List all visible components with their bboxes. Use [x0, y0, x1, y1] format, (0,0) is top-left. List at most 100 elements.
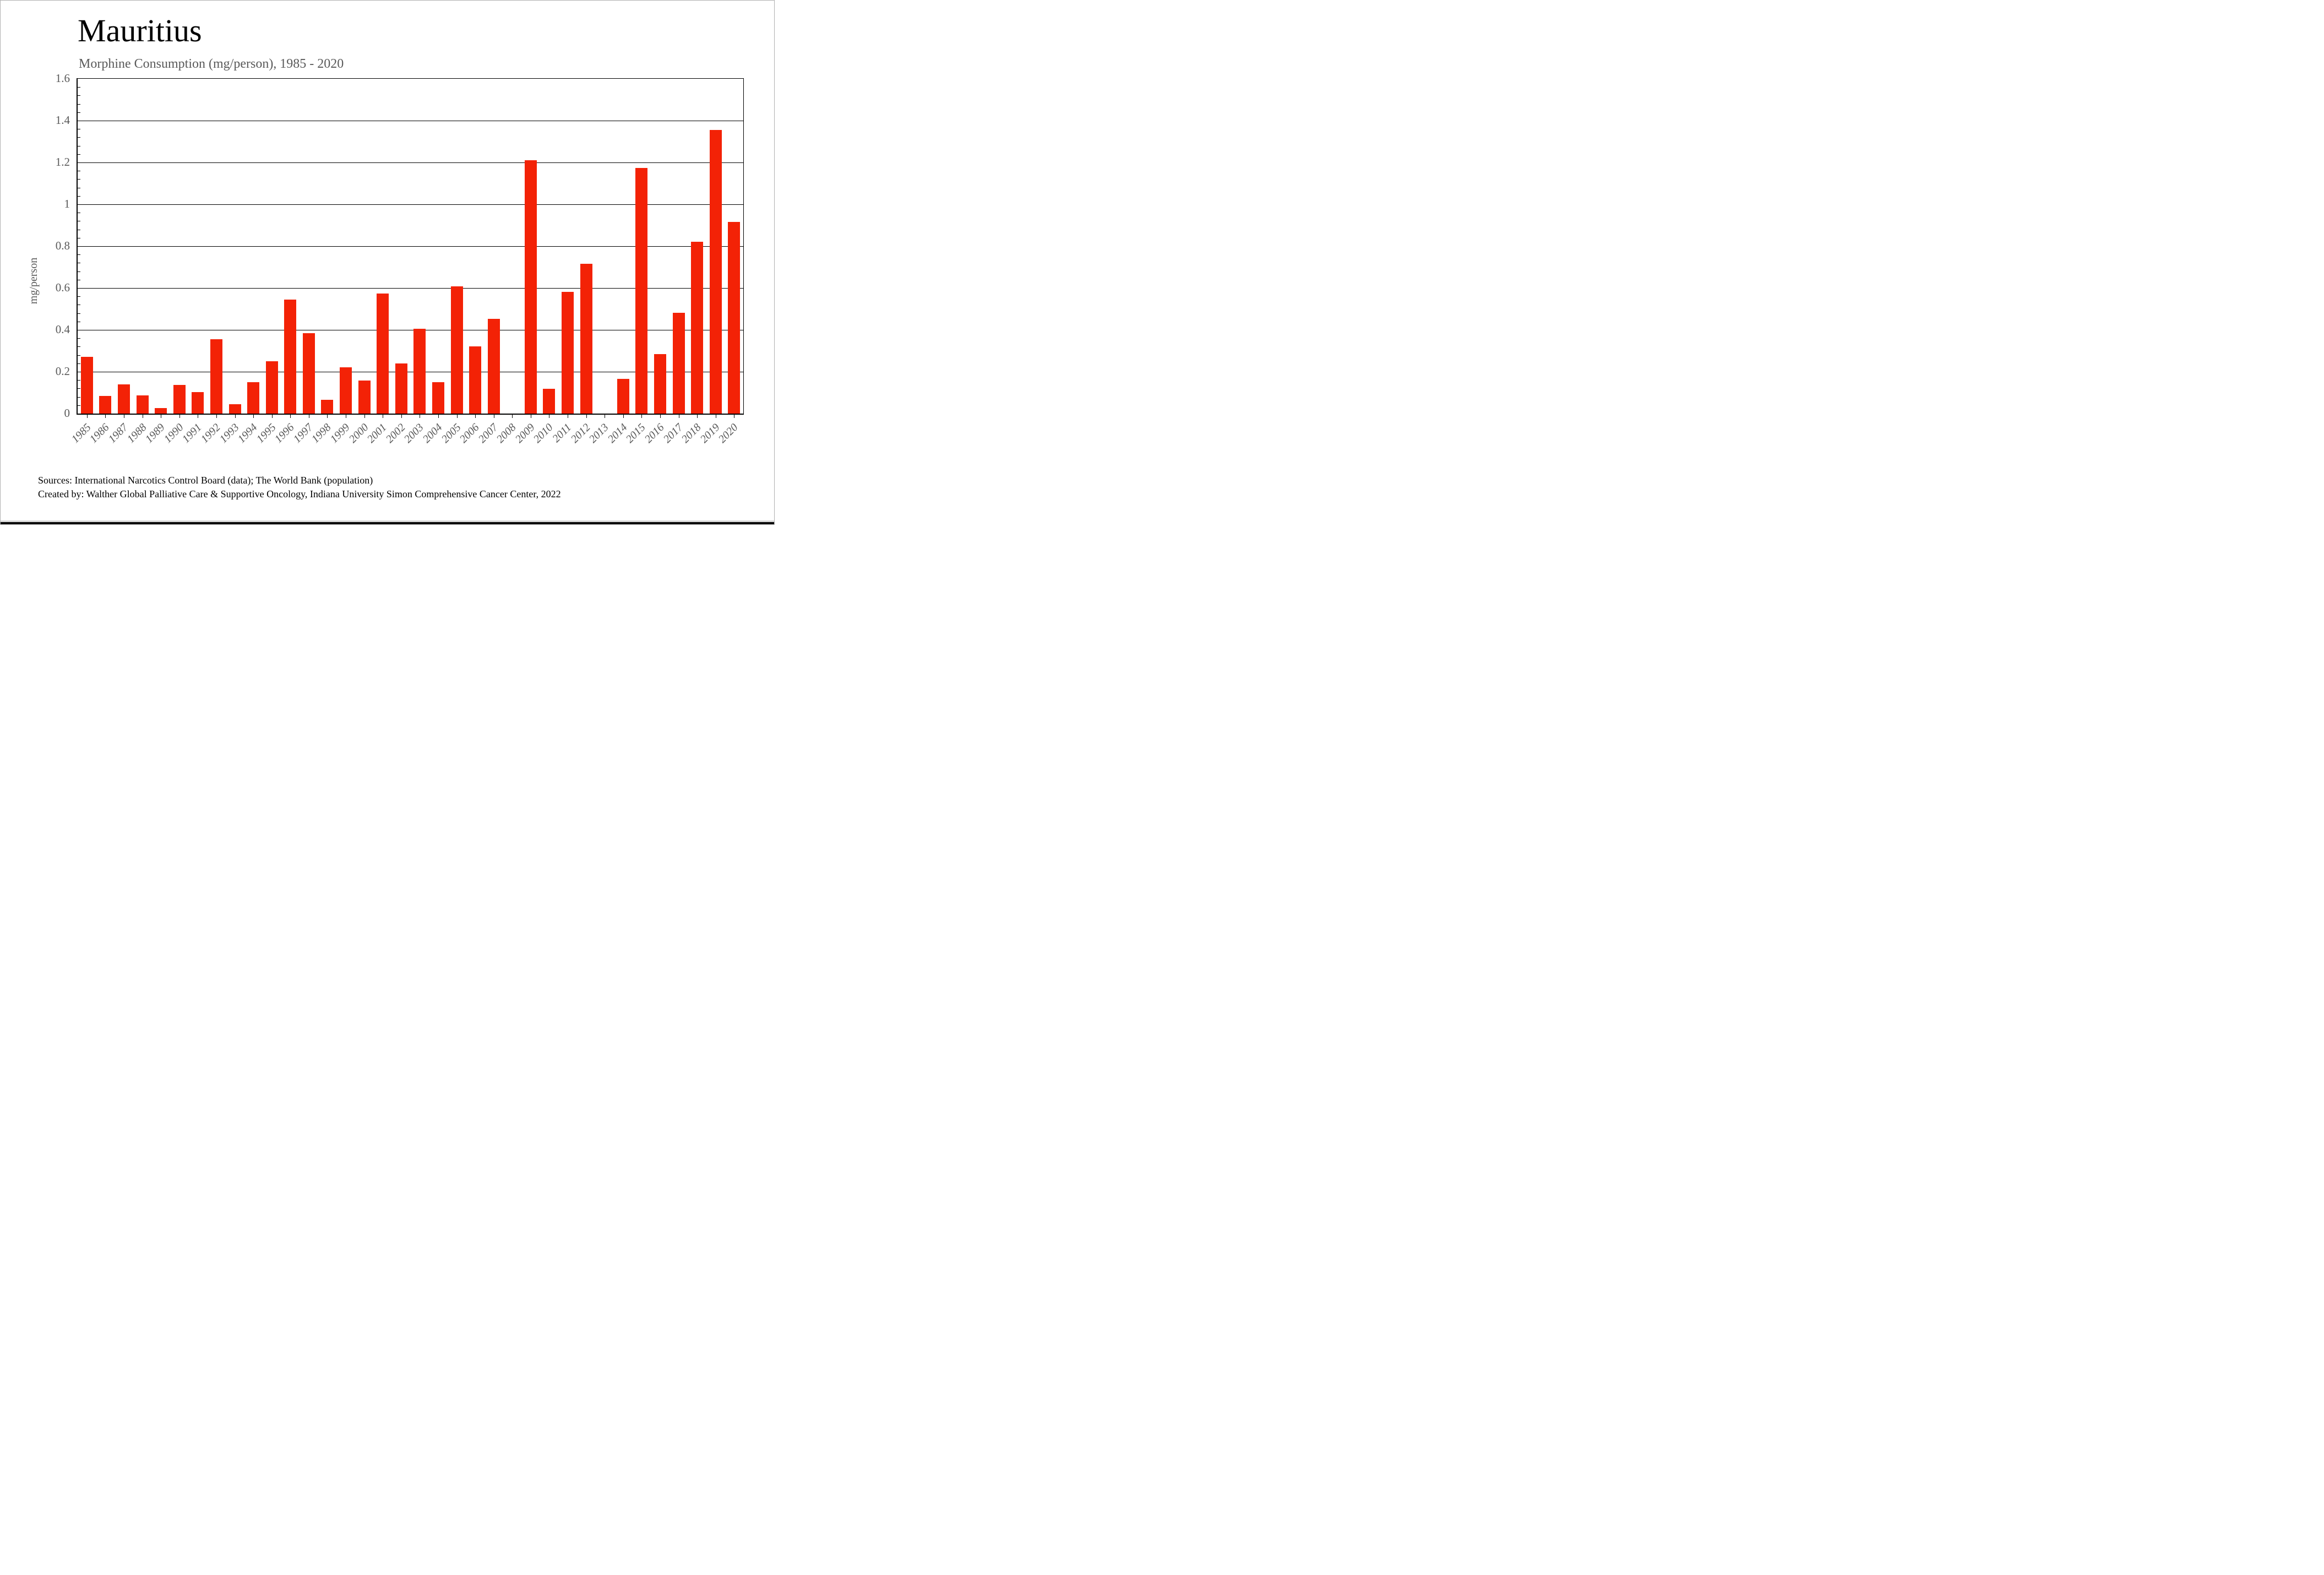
y-tick-label: 1.4 [55, 113, 70, 127]
bar-2009 [524, 160, 537, 414]
x-tick-label: 1989 [143, 421, 167, 446]
x-tick-label: 2016 [642, 421, 667, 446]
bar-2007 [487, 318, 500, 414]
x-tick-label: 1999 [328, 421, 352, 446]
x-tick [456, 414, 458, 418]
x-tick [364, 414, 365, 418]
y-minor-tick [78, 346, 80, 347]
x-tick-label: 1992 [198, 421, 223, 446]
x-tick-label: 2018 [679, 421, 704, 446]
bar-1991 [192, 392, 204, 414]
bar-2002 [395, 363, 407, 414]
x-tick [438, 414, 439, 418]
x-tick [660, 414, 661, 418]
x-tick [235, 414, 236, 418]
y-minor-tick [78, 355, 80, 356]
y-minor-tick [78, 397, 80, 398]
bar-2010 [543, 389, 556, 414]
y-minor-tick [78, 254, 80, 256]
y-tick-label: 0.6 [55, 281, 70, 294]
bar-2014 [617, 378, 629, 414]
x-tick-label: 1994 [235, 421, 260, 446]
x-tick [327, 414, 328, 418]
bar-2016 [654, 354, 666, 414]
bar-1985 [80, 357, 93, 414]
bottom-black-bar [1, 522, 774, 524]
x-tick [290, 414, 291, 418]
x-tick-label: 2004 [420, 421, 445, 446]
plot-area [77, 78, 744, 415]
bar-1998 [321, 399, 334, 414]
y-tick-label: 0 [64, 406, 70, 420]
bar-2020 [728, 222, 741, 414]
y-tick-label: 1 [64, 197, 70, 210]
y-minor-tick [78, 154, 80, 155]
footer-credit: Created by: Walther Global Palliative Ca… [38, 488, 561, 499]
x-tick [253, 414, 254, 418]
page-title: Mauritius [78, 13, 202, 48]
bar-1995 [265, 361, 278, 414]
x-tick [697, 414, 698, 418]
y-minor-tick [78, 195, 80, 197]
gridline [78, 246, 743, 247]
y-minor-tick [78, 380, 80, 381]
bar-2003 [413, 329, 426, 414]
bar-1996 [284, 299, 297, 414]
y-tick-label: 0.4 [55, 323, 70, 336]
x-tick [401, 414, 402, 418]
bar-1988 [136, 395, 149, 414]
bar-2015 [635, 167, 648, 414]
y-minor-tick [78, 104, 80, 105]
gridline [78, 162, 743, 163]
y-tick-label: 1.6 [55, 72, 70, 85]
footer-sources: Sources: International Narcotics Control… [38, 475, 373, 486]
bar-2006 [469, 346, 481, 414]
x-tick-label: 2006 [457, 421, 482, 446]
y-minor-tick [78, 95, 80, 96]
x-tick-label: 2001 [364, 421, 389, 446]
x-tick [216, 414, 217, 418]
bar-2011 [562, 291, 574, 414]
x-tick [105, 414, 106, 418]
x-tick-label: 2011 [550, 421, 574, 445]
y-tick-label: 0.2 [55, 365, 70, 378]
x-tick [512, 414, 513, 418]
x-tick [586, 414, 587, 418]
y-minor-tick [78, 405, 80, 406]
chart-subtitle: Morphine Consumption (mg/person), 1985 -… [79, 57, 344, 71]
y-minor-tick [78, 313, 80, 314]
y-minor-tick [78, 112, 80, 113]
bar-1990 [173, 384, 186, 414]
bar-2001 [377, 293, 389, 414]
bar-1987 [118, 384, 130, 414]
x-tick [623, 414, 624, 418]
y-minor-tick [78, 137, 80, 138]
bar-1992 [210, 339, 222, 414]
x-tick-label: 2013 [586, 421, 611, 446]
bar-2000 [358, 380, 371, 414]
x-tick [475, 414, 476, 418]
bar-1997 [302, 333, 315, 414]
bar-2019 [709, 130, 722, 414]
bar-1986 [99, 395, 112, 414]
x-tick [179, 414, 180, 418]
bar-1999 [340, 367, 352, 414]
y-minor-tick [78, 296, 80, 297]
bar-2004 [432, 382, 444, 414]
y-minor-tick [78, 338, 80, 339]
bar-2005 [450, 286, 463, 414]
y-minor-tick [78, 179, 80, 180]
bar-1994 [247, 382, 259, 414]
gridline [78, 204, 743, 205]
y-minor-tick [78, 388, 80, 389]
x-tick-label: 1987 [106, 421, 130, 446]
chart-page: Mauritius Morphine Consumption (mg/perso… [0, 0, 775, 525]
x-tick [86, 414, 88, 418]
bar-1989 [155, 408, 167, 414]
x-tick [271, 414, 273, 418]
y-minor-tick [78, 363, 80, 364]
bar-2018 [691, 241, 703, 414]
bar-2017 [672, 312, 685, 414]
bar-1993 [228, 404, 241, 414]
x-tick [641, 414, 643, 418]
